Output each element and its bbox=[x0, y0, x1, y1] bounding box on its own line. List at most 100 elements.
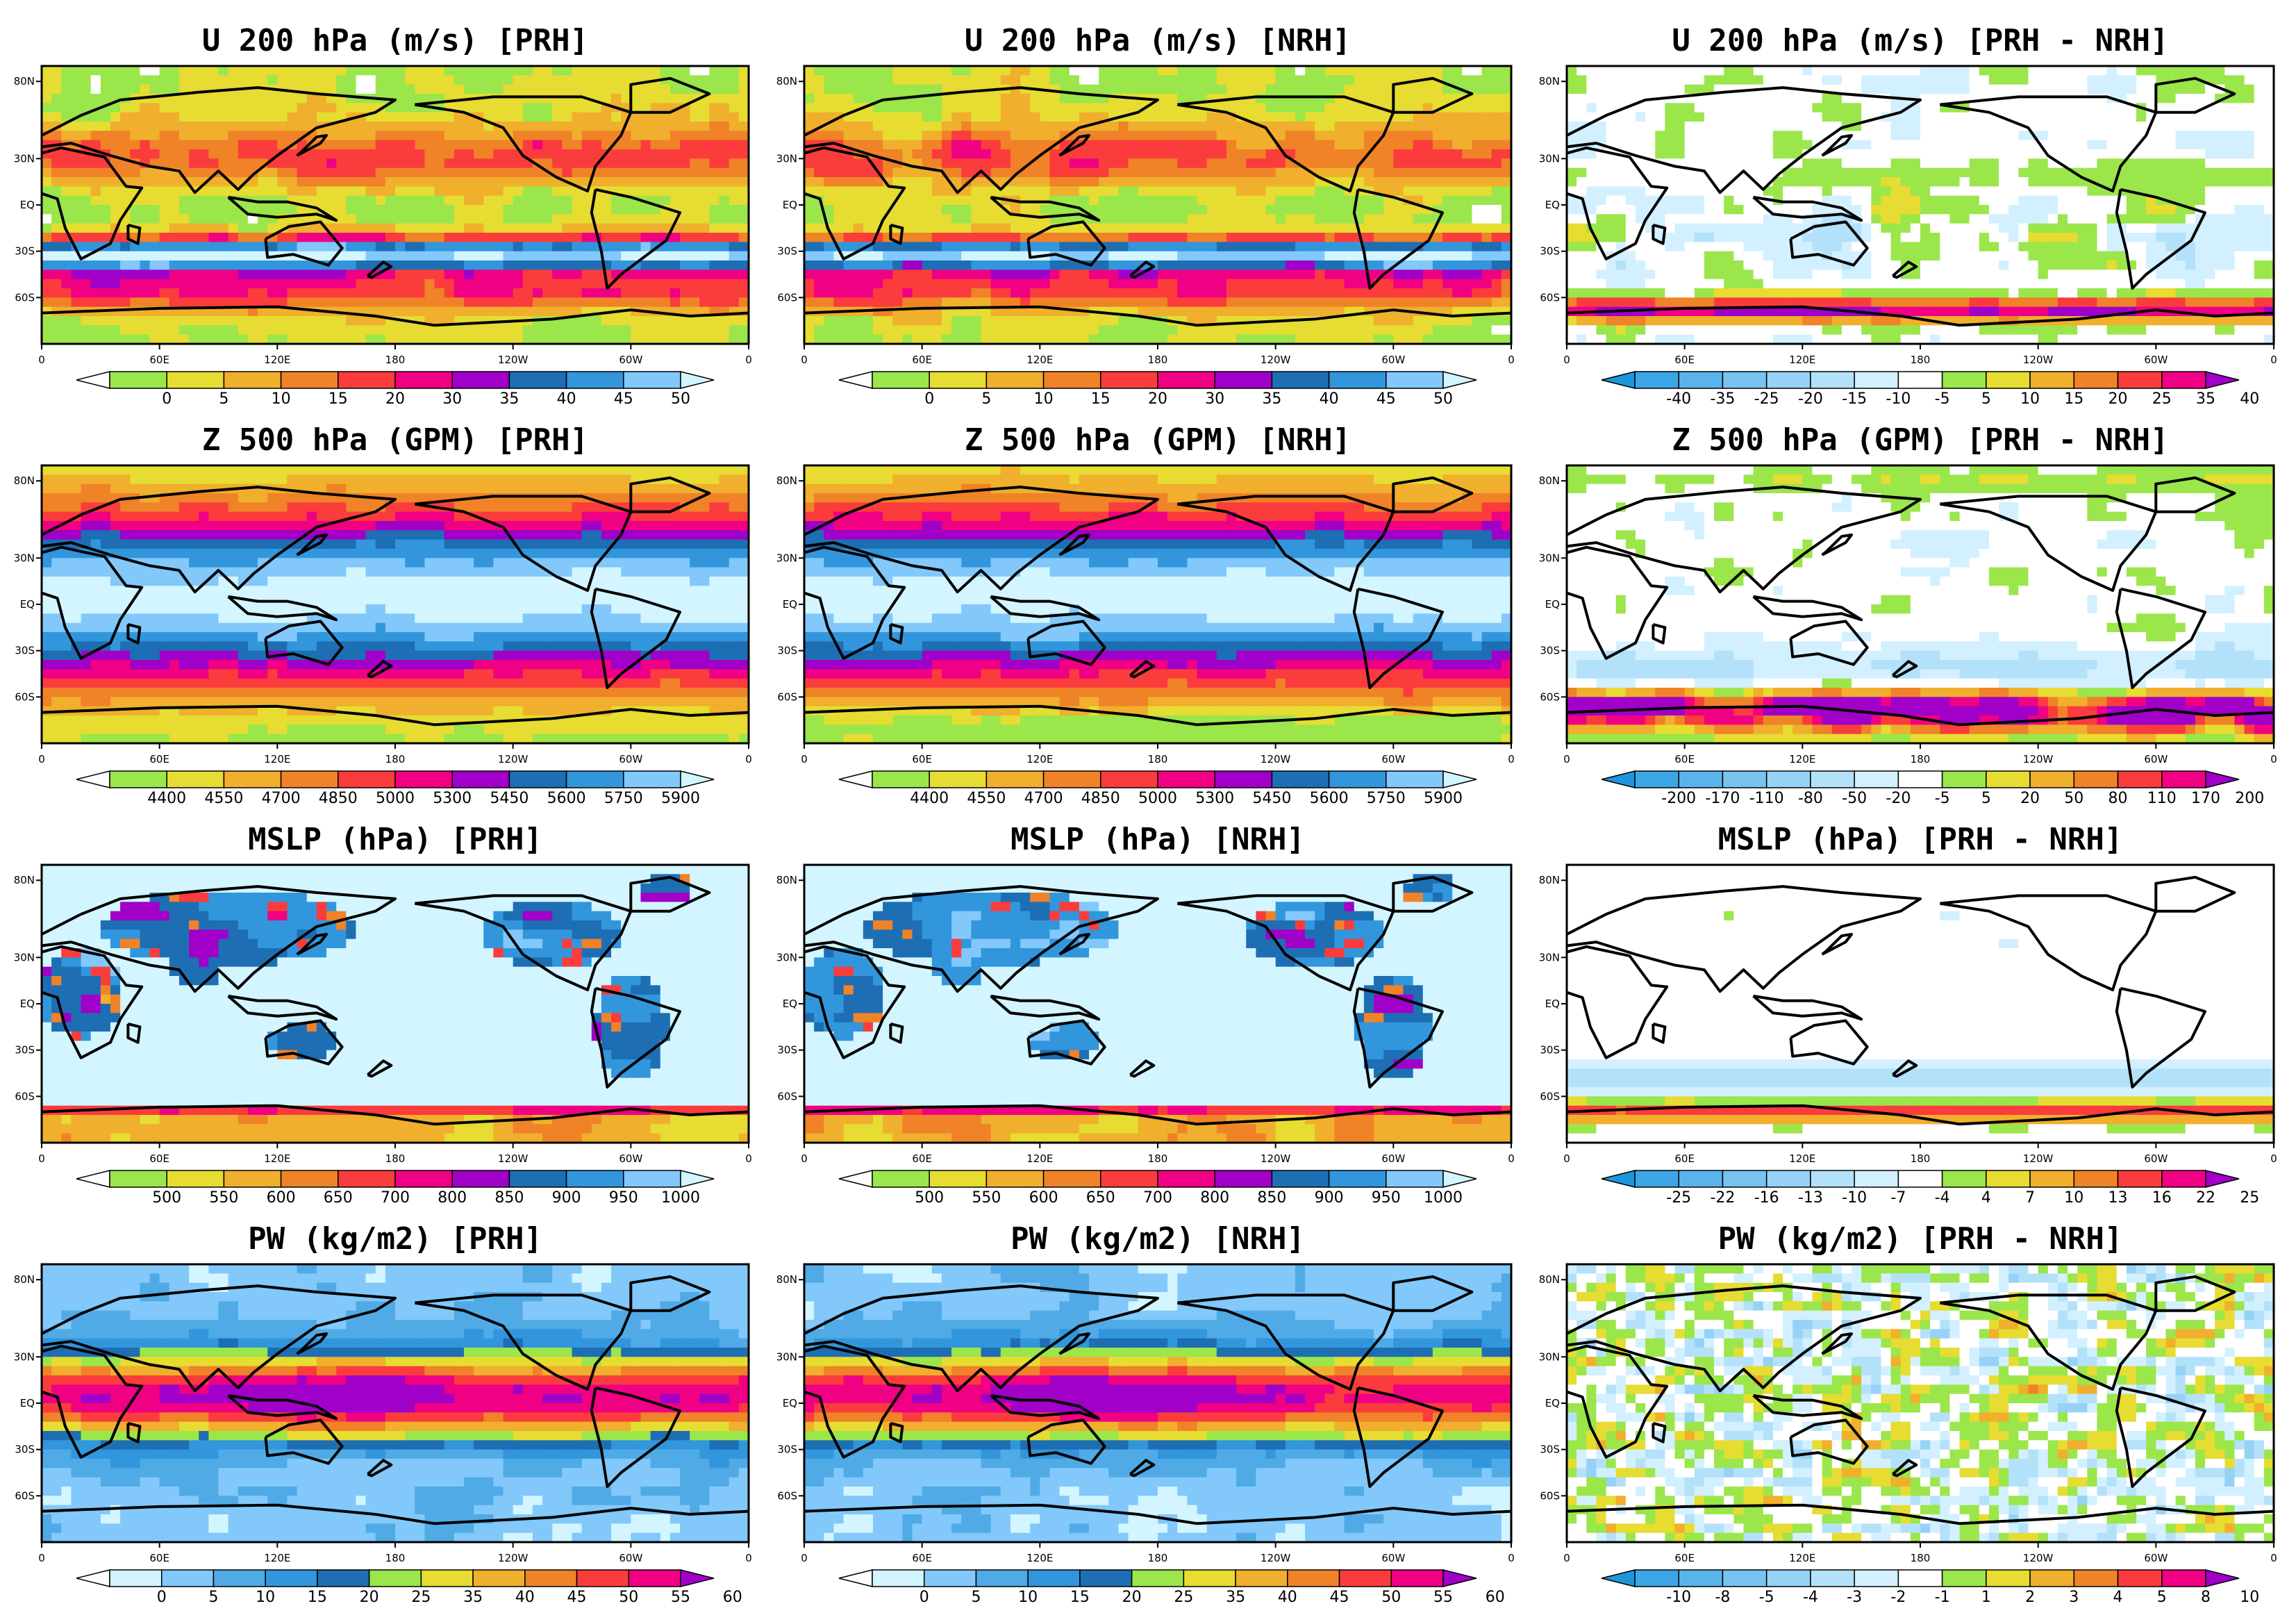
colorbar-label: 22 bbox=[2196, 1189, 2215, 1207]
colorbar-label: 10 bbox=[2240, 1589, 2259, 1606]
colorbar-label: 4 bbox=[1981, 1189, 1991, 1207]
lon-tick-label: 180 bbox=[1911, 753, 1931, 766]
lat-tick-label: 30S bbox=[777, 1044, 797, 1057]
colorbar-box bbox=[1678, 371, 1724, 389]
colorbar-box bbox=[109, 1170, 167, 1188]
colorbar-box bbox=[1027, 1569, 1081, 1587]
colorbar-box bbox=[985, 371, 1045, 389]
lon-tick-label: 120W bbox=[498, 354, 529, 366]
colorbar-label: 25 bbox=[2240, 1189, 2259, 1207]
colorbar-right-arrow bbox=[680, 770, 715, 788]
lat-tick-label: 30N bbox=[1539, 1350, 1560, 1363]
colorbar-box bbox=[2073, 770, 2119, 788]
lat-tick-label: 80N bbox=[1539, 874, 1560, 886]
lat-tick-label: 30S bbox=[1540, 1044, 1560, 1057]
colorbar-box bbox=[451, 371, 510, 389]
coastline bbox=[1392, 476, 1474, 513]
panel-title: Z 500 hPa (GPM) [PRH - NRH] bbox=[1672, 422, 2168, 458]
coastline bbox=[590, 1386, 681, 1488]
lon-tick-label: 60E bbox=[1674, 1152, 1695, 1165]
lat-tick-label: 80N bbox=[1539, 75, 1560, 88]
map-u200-0 bbox=[42, 66, 749, 344]
colorbar-label: -10 bbox=[1886, 390, 1911, 408]
lon-tick-label: 120E bbox=[1789, 753, 1815, 766]
lon-tick-label: 60W bbox=[1381, 354, 1405, 366]
colorbar-box bbox=[223, 770, 282, 788]
coastline bbox=[1567, 1503, 2274, 1525]
coastline bbox=[2115, 986, 2206, 1089]
colorbar-label: -25 bbox=[1754, 390, 1779, 408]
lon-tick-label: 60E bbox=[1674, 753, 1695, 766]
colorbar-label: 4 bbox=[2113, 1589, 2123, 1606]
colorbar-label: 20 bbox=[385, 390, 405, 408]
colorbar-box bbox=[317, 1569, 370, 1587]
lon-tick-label: 0 bbox=[2270, 753, 2277, 766]
colorbar-label: 5300 bbox=[1195, 790, 1234, 807]
colorbar-label: 2 bbox=[2025, 1589, 2035, 1606]
colorbar-box bbox=[109, 770, 167, 788]
lon-tick-label: 0 bbox=[38, 1552, 45, 1564]
colorbar-label: 4550 bbox=[204, 790, 243, 807]
coastline bbox=[804, 1344, 906, 1459]
lon-tick-label: 0 bbox=[1563, 1552, 1570, 1564]
colorbar-box bbox=[1986, 371, 2031, 389]
colorbar-u200-0: 0 5 10 15 20 30 35 40 45 50 bbox=[76, 371, 715, 408]
colorbar-label: -5 bbox=[1935, 390, 1950, 408]
coastline bbox=[367, 1459, 393, 1478]
colorbar-label: 10 bbox=[1018, 1589, 1038, 1606]
colorbar-label: 500 bbox=[152, 1189, 181, 1207]
coastline bbox=[126, 223, 142, 245]
colorbar-box bbox=[1765, 371, 1811, 389]
colorbar-box bbox=[565, 1170, 624, 1188]
colorbar-label: 5000 bbox=[1138, 790, 1177, 807]
colorbar-label: -80 bbox=[1798, 790, 1823, 807]
colorbar-box bbox=[1100, 371, 1158, 389]
colorbar-label: 10 bbox=[256, 1589, 275, 1606]
lon-tick-label: 60W bbox=[2144, 1552, 2168, 1564]
colorbar-box bbox=[508, 1170, 567, 1188]
colorbar-label: 40 bbox=[2240, 390, 2259, 408]
colorbar-label: -10 bbox=[1842, 1189, 1867, 1207]
colorbar-box bbox=[1810, 1170, 1855, 1188]
colorbar-label: 15 bbox=[328, 390, 348, 408]
colorbar-label: 4400 bbox=[147, 790, 186, 807]
colorbar-box bbox=[1634, 371, 1679, 389]
lon-tick-label: 60E bbox=[149, 753, 169, 766]
lat-tick-label: 60S bbox=[1540, 1489, 1560, 1502]
colorbar-label: -3 bbox=[1847, 1589, 1862, 1606]
lat-tick-label: 30N bbox=[1539, 951, 1560, 963]
colorbar-box bbox=[1634, 1569, 1679, 1587]
coastline bbox=[1567, 945, 1669, 1059]
lon-tick-label: 180 bbox=[1148, 753, 1168, 766]
colorbar-box bbox=[1810, 371, 1855, 389]
colorbar-box bbox=[1678, 1170, 1724, 1188]
colorbar-box bbox=[1235, 1569, 1288, 1587]
coastline bbox=[1058, 134, 1090, 157]
lat-tick-label: 30S bbox=[1540, 1443, 1560, 1456]
coastline bbox=[1392, 76, 1474, 114]
lon-tick-label: 60W bbox=[1381, 753, 1405, 766]
coastline bbox=[804, 486, 1159, 594]
coastline bbox=[1129, 660, 1156, 679]
colorbar-box bbox=[1157, 1170, 1215, 1188]
colorbar-label: -5 bbox=[1935, 790, 1950, 807]
lon-tick-label: 180 bbox=[1148, 354, 1168, 366]
colorbar-label: 5 bbox=[219, 390, 228, 408]
lon-tick-label: 0 bbox=[801, 1152, 808, 1165]
colorbar-label: 5750 bbox=[1367, 790, 1406, 807]
coastline bbox=[1392, 875, 1474, 913]
coastline bbox=[1352, 1386, 1444, 1488]
colorbar-box bbox=[1941, 371, 1987, 389]
colorbar-label: 10 bbox=[2064, 1189, 2083, 1207]
lon-tick-label: 120W bbox=[498, 753, 529, 766]
colorbar-pw-2: -10 -8 -5 -4 -3 -2 -1 1 2 3 4 5 8 10 bbox=[1601, 1569, 2259, 1606]
colorbar-left-arrow bbox=[838, 1170, 873, 1188]
coastline bbox=[296, 533, 328, 556]
coastline bbox=[1821, 134, 1853, 157]
coastline bbox=[1789, 220, 1869, 267]
coastline bbox=[367, 660, 393, 679]
colorbar-label: -35 bbox=[1710, 390, 1735, 408]
lat-tick-label: 80N bbox=[14, 874, 35, 886]
colorbar-box bbox=[1042, 770, 1101, 788]
colorbar-box bbox=[2161, 371, 2206, 389]
